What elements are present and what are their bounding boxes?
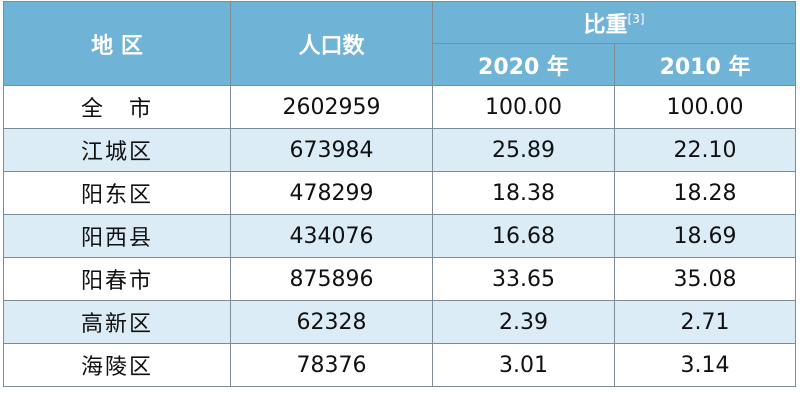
table-row: 江城区 673984 25.89 22.10 — [3, 128, 797, 172]
table-row: 高新区 62328 2.39 2.71 — [3, 300, 797, 344]
table-body: 全 市 2602959 100.00 100.00 江城区 673984 25.89 22.1… — [3, 85, 797, 387]
region-cell: 阳东区 — [3, 171, 231, 215]
value-cell: 22.10 — [613, 128, 797, 172]
value-cell: 33.65 — [432, 257, 615, 301]
table-row: 阳春市 875896 33.65 35.08 — [3, 257, 797, 301]
value-cell: 3.14 — [613, 343, 797, 387]
region-cell: 高新区 — [3, 300, 231, 344]
population-table: 地 区 人口数 比重[3] 2020 年 2010 年 全 市 2602959 10… — [3, 1, 797, 387]
value-cell: 62328 — [230, 300, 433, 344]
value-cell: 100.00 — [432, 85, 615, 129]
header-text: 人口数 — [298, 33, 365, 59]
value-cell: 25.89 — [432, 128, 615, 172]
region-cell: 江城区 — [3, 128, 231, 172]
header-cell: 地 区 — [3, 1, 231, 86]
value-cell: 35.08 — [613, 257, 797, 301]
value-cell: 18.69 — [613, 214, 797, 258]
table-row: 阳西县 434076 16.68 18.69 — [3, 214, 797, 258]
value-cell: 16.68 — [432, 214, 615, 258]
value-cell: 673984 — [230, 128, 433, 172]
value-cell: 3.01 — [432, 343, 615, 387]
header-cell: 2010 年 — [613, 43, 797, 86]
value-cell: 18.28 — [613, 171, 797, 215]
header-cell: 人口数 — [230, 1, 433, 86]
header-text: 2010 年 — [659, 54, 751, 80]
footnote-ref: [3] — [627, 11, 645, 26]
value-cell: 100.00 — [613, 85, 797, 129]
table-row: 阳东区 478299 18.38 18.28 — [3, 171, 797, 215]
value-cell: 2602959 — [230, 85, 433, 129]
value-cell: 78376 — [230, 343, 433, 387]
header-text: 比重 — [583, 12, 628, 38]
value-cell: 2.39 — [432, 300, 615, 344]
header-row: 2020 年 2010 年 — [4, 43, 797, 86]
value-cell: 478299 — [230, 171, 433, 215]
table-row: 全 市 2602959 100.00 100.00 — [3, 85, 797, 129]
table-row: 海陵区 78376 3.01 3.14 — [3, 343, 797, 387]
value-cell: 875896 — [230, 257, 433, 301]
header-text: 2020 年 — [478, 54, 569, 80]
value-cell: 434076 — [230, 214, 433, 258]
region-cell: 全 市 — [3, 85, 231, 129]
value-cell: 18.38 — [432, 171, 615, 215]
region-cell: 阳春市 — [3, 257, 231, 301]
header-cell: 2020 年 — [432, 43, 615, 86]
header-row: 地 区 人口数 比重[3] — [3, 1, 797, 86]
region-cell: 阳西县 — [3, 214, 231, 258]
region-cell: 海陵区 — [3, 343, 231, 387]
table-header: 地 区 人口数 比重[3] 2020 年 2010 年 — [3, 1, 797, 86]
header-cell: 比重[3] — [431, 1, 797, 44]
value-cell: 2.71 — [613, 300, 797, 344]
header-text: 地 区 — [91, 33, 143, 59]
